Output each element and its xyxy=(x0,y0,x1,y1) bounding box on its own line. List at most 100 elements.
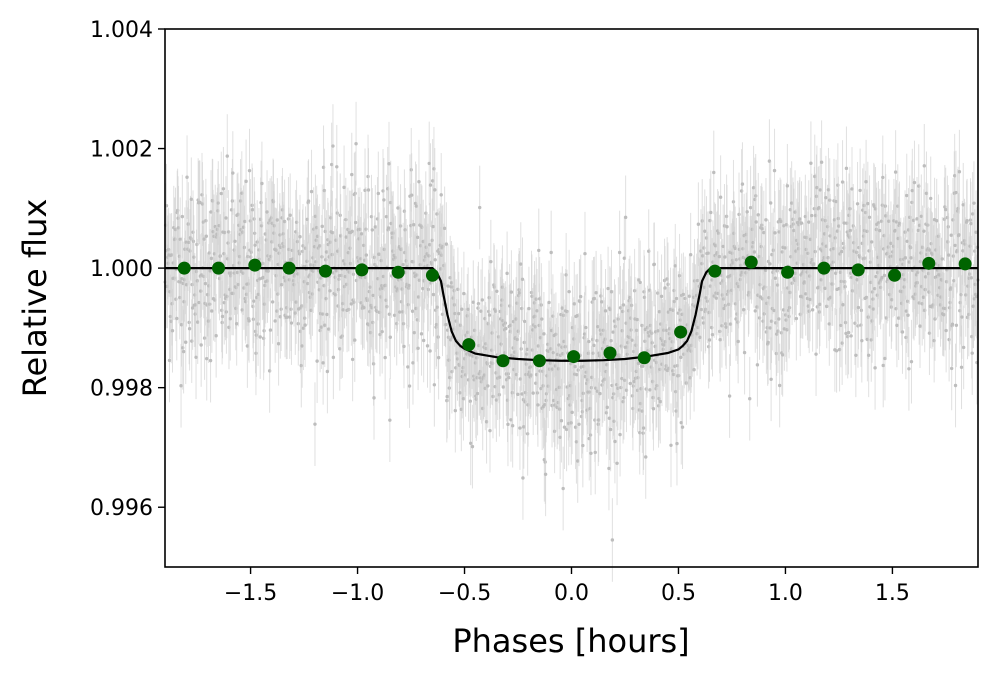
raw-point-marker xyxy=(398,310,402,314)
raw-point xyxy=(674,256,679,341)
raw-point xyxy=(350,189,354,274)
raw-point-marker xyxy=(487,313,492,317)
raw-point-marker xyxy=(509,290,514,294)
raw-point-marker xyxy=(748,205,753,210)
raw-point-marker xyxy=(260,181,264,186)
raw-point-marker xyxy=(594,291,598,295)
raw-point-marker xyxy=(518,426,522,430)
raw-point-marker xyxy=(457,311,461,316)
raw-point-marker xyxy=(250,208,255,212)
raw-point-marker xyxy=(864,180,868,184)
raw-point-marker xyxy=(748,397,752,401)
raw-point-marker xyxy=(383,355,387,360)
raw-point-marker xyxy=(740,182,745,186)
raw-point-marker xyxy=(439,193,443,197)
raw-point-marker xyxy=(320,224,324,229)
raw-point-marker xyxy=(460,307,464,311)
raw-point-marker xyxy=(221,187,226,191)
raw-point xyxy=(599,260,604,344)
raw-point-marker xyxy=(370,228,375,232)
raw-point xyxy=(219,151,223,236)
raw-point-marker xyxy=(849,334,853,338)
raw-point xyxy=(444,282,448,367)
raw-point xyxy=(537,208,541,293)
raw-point-marker xyxy=(615,461,619,465)
raw-point-marker xyxy=(621,303,626,307)
raw-point xyxy=(692,327,696,412)
raw-point-marker xyxy=(669,443,673,447)
raw-point-marker xyxy=(543,472,548,477)
raw-point-marker xyxy=(342,185,346,190)
raw-point xyxy=(331,104,335,188)
raw-point xyxy=(210,269,214,353)
raw-point xyxy=(231,131,235,215)
raw-point-marker xyxy=(510,424,515,428)
raw-point xyxy=(275,178,280,262)
raw-point-marker xyxy=(772,168,777,173)
raw-point-marker xyxy=(315,359,319,363)
raw-point xyxy=(680,385,685,470)
raw-point-marker xyxy=(680,425,685,429)
raw-point-marker xyxy=(658,399,662,404)
raw-point-marker xyxy=(335,165,339,169)
raw-point-marker xyxy=(866,201,870,206)
raw-point xyxy=(641,386,646,470)
raw-point-marker xyxy=(652,262,656,266)
raw-point-marker xyxy=(179,384,183,388)
raw-point-marker xyxy=(436,355,441,360)
raw-point-marker xyxy=(617,250,622,255)
raw-point-marker xyxy=(445,394,449,399)
raw-point-marker xyxy=(768,262,772,266)
raw-point xyxy=(572,262,576,346)
raw-point-marker xyxy=(753,309,757,313)
raw-point xyxy=(505,231,509,316)
raw-point xyxy=(780,312,785,397)
raw-point xyxy=(184,300,188,385)
raw-point-marker xyxy=(841,303,845,307)
raw-point-marker xyxy=(717,254,722,259)
raw-point-marker xyxy=(589,451,593,456)
raw-point-marker xyxy=(599,300,604,304)
raw-point xyxy=(748,356,752,441)
raw-point-marker xyxy=(519,262,523,266)
raw-point-marker xyxy=(488,428,492,433)
raw-point xyxy=(768,161,773,245)
raw-point-marker xyxy=(506,422,510,427)
raw-point xyxy=(764,178,768,262)
raw-point xyxy=(753,269,757,353)
raw-point xyxy=(742,267,746,352)
raw-point-marker xyxy=(561,486,565,491)
raw-point-marker xyxy=(562,425,567,429)
raw-point-marker xyxy=(258,277,262,281)
raw-point xyxy=(543,432,548,517)
raw-point-marker xyxy=(446,284,450,288)
raw-point xyxy=(688,212,693,297)
raw-point-marker xyxy=(268,328,273,332)
raw-point-marker xyxy=(628,381,633,386)
raw-point-marker xyxy=(288,213,292,217)
raw-point-marker xyxy=(577,422,581,426)
raw-point-marker xyxy=(699,307,704,312)
raw-point xyxy=(549,210,553,295)
raw-point xyxy=(253,203,257,288)
raw-point-marker xyxy=(844,331,848,336)
raw-point-marker xyxy=(401,262,405,267)
raw-point-marker xyxy=(709,210,713,215)
raw-point-marker xyxy=(231,171,235,175)
raw-point-marker xyxy=(462,291,466,296)
raw-point-marker xyxy=(810,308,815,312)
raw-point xyxy=(354,101,358,186)
raw-point-marker xyxy=(703,229,707,233)
raw-point xyxy=(635,277,639,362)
raw-observations xyxy=(163,101,980,582)
raw-point-marker xyxy=(607,466,611,471)
raw-point-marker xyxy=(718,338,722,342)
raw-point-marker xyxy=(386,226,391,230)
raw-point-marker xyxy=(860,338,864,343)
raw-point-marker xyxy=(388,418,392,422)
raw-point xyxy=(252,259,256,344)
raw-point xyxy=(487,273,492,357)
raw-point-marker xyxy=(760,227,764,231)
raw-point xyxy=(383,315,387,400)
raw-point-marker xyxy=(350,229,354,234)
